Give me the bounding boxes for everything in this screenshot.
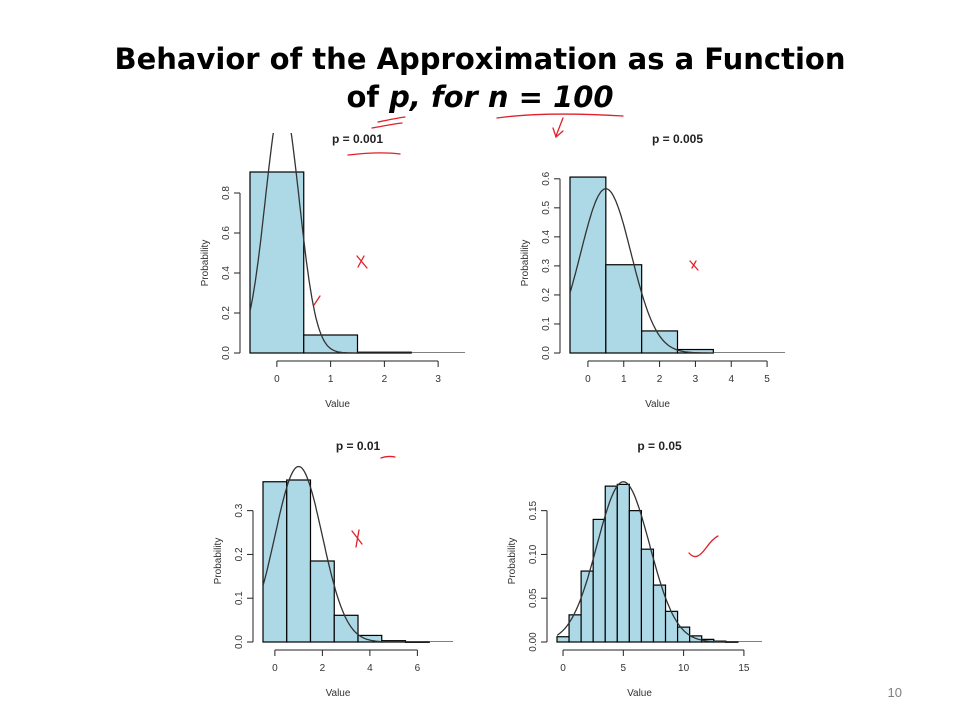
chart-1-x-tick-label-2: 2 (657, 374, 663, 385)
ink-underline-p01 (380, 455, 396, 459)
chart-2-normal-curve (263, 465, 453, 642)
chart-2-y-label: Probability (213, 538, 224, 585)
chart-3-y-label: Probability (507, 538, 518, 585)
chart-1-title: p = 0.005 (652, 132, 703, 146)
histogram-p-001: p = 0.01 0 2 4 6 Value 0.0 0.1 0.2 0.3 Probability (213, 439, 453, 699)
ink-arrow-head (552, 127, 564, 139)
title-line-1: Behavior of the Approximation as a Funct… (114, 42, 846, 76)
chart-0-x-tick-label-3: 3 (435, 374, 441, 385)
chart-0-y-tick-label-2: 0.4 (221, 266, 232, 280)
ink-x-p001 (356, 255, 368, 269)
chart-3-title: p = 0.05 (637, 439, 682, 453)
chart-3-x-tick-label-2: 10 (678, 663, 690, 674)
ink-x-p005 (689, 260, 699, 271)
title-line-2-prefix: of (346, 80, 390, 114)
chart-1-y-tick-label-1: 0.1 (541, 317, 552, 331)
chart-0-y-tick-label-1: 0.2 (221, 306, 232, 320)
ink-underline-p001 (347, 152, 401, 156)
chart-2-x-tick-label-3: 6 (415, 663, 421, 674)
chart-1-x-label: Value (645, 399, 670, 410)
chart-1-y-tick-label-3: 0.3 (541, 259, 552, 273)
chart-0-y-tick-label-4: 0.8 (221, 186, 232, 200)
chart-1-y-tick-label-0: 0.0 (541, 346, 552, 360)
chart-1-y-label: Probability (520, 240, 531, 287)
chart-1-y-tick-label-4: 0.4 (541, 229, 552, 243)
histogram-p-0001: p = 0.001 0 1 2 3 Value 0.0 0.2 0.4 0.6 0.8 Probabi… (200, 132, 465, 410)
chart-1-x-tick-label-1: 1 (621, 374, 627, 385)
chart-3-x-tick-label-0: 0 (560, 663, 566, 674)
chart-2-y-tick-label-0: 0.0 (234, 635, 245, 649)
chart-2-x-tick-label-2: 4 (367, 663, 373, 674)
chart-3-normal-curve (557, 481, 762, 642)
chart-0-y-label: Probability (200, 240, 211, 287)
ink-mark-p001-b (371, 122, 403, 129)
chart-3-x-label: Value (627, 688, 652, 699)
chart-0-bar-1 (303, 334, 359, 354)
chart-3-y-tick-label-0: 0.00 (528, 632, 539, 652)
chart-3-x-tick-label-1: 5 (621, 663, 627, 674)
chart-2-bar-4 (357, 634, 383, 643)
chart-2-y-tick-label-3: 0.3 (234, 503, 245, 517)
chart-1-y-tick-label-2: 0.2 (541, 288, 552, 302)
chart-1-y-tick-label-6: 0.6 (541, 171, 552, 185)
chart-2-x-label: Value (326, 688, 351, 699)
chart-0-x-label: Value (325, 399, 350, 410)
ink-arrow-shaft (555, 117, 564, 137)
chart-0-y-tick-label-3: 0.6 (221, 226, 232, 240)
chart-2-y-tick-label-2: 0.2 (234, 547, 245, 561)
chart-1-x-tick-label-5: 5 (764, 374, 770, 385)
chart-1-normal-curve (570, 188, 785, 353)
ink-x-p01 (351, 529, 363, 548)
chart-0-x-tick-label-2: 2 (382, 374, 388, 385)
ink-mark-p001-a (377, 116, 406, 123)
chart-1-x-tick-label-4: 4 (728, 374, 734, 385)
chart-1-bar-1 (605, 264, 643, 354)
histogram-p-0005: p = 0.005 0 1 2 3 4 5 Value 0.0 0.1 0.2 0.3 0.4 0.5 0.… (520, 132, 785, 410)
chart-1-x-tick-label-3: 3 (693, 374, 699, 385)
chart-2-y-tick-label-1: 0.1 (234, 591, 245, 605)
chart-0-x-tick-label-1: 1 (328, 374, 334, 385)
title-line-2: of p, for n = 100 (40, 78, 920, 116)
ink-underline-title (496, 113, 624, 119)
chart-2-bar-2 (309, 560, 335, 643)
chart-0-bar-0 (249, 171, 305, 354)
page-number: 10 (887, 685, 902, 700)
chart-2-x-tick-label-0: 0 (272, 663, 278, 674)
chart-1-y-tick-label-5: 0.5 (541, 200, 552, 214)
chart-3-y-tick-label-1: 0.05 (528, 588, 539, 608)
chart-2-bar-3 (333, 614, 359, 643)
ink-tick-p001 (313, 295, 321, 306)
chart-3-y-tick-label-2: 0.10 (528, 544, 539, 564)
title-line-2-emphasis: p, for n = 100 (389, 80, 614, 114)
chart-0-x-tick-label-0: 0 (274, 374, 280, 385)
chart-0-title: p = 0.001 (332, 132, 383, 146)
chart-3-x-tick-label-3: 15 (738, 663, 750, 674)
chart-1-x-tick-label-0: 0 (585, 374, 591, 385)
ink-check-p05 (688, 535, 719, 558)
histogram-p-005: p = 0.05 0 5 10 15 Value 0.00 0.05 0.10 0.15 Proba… (507, 439, 762, 699)
chart-3-y-tick-label-3: 0.15 (528, 500, 539, 520)
chart-1-bar-2 (641, 330, 679, 354)
slide-title: Behavior of the Approximation as a Funct… (40, 40, 920, 116)
chart-2-title: p = 0.01 (336, 439, 381, 453)
chart-2-x-tick-label-1: 2 (320, 663, 326, 674)
chart-1-bar-0 (569, 176, 607, 354)
chart-0-y-tick-label-0: 0.0 (221, 346, 232, 360)
